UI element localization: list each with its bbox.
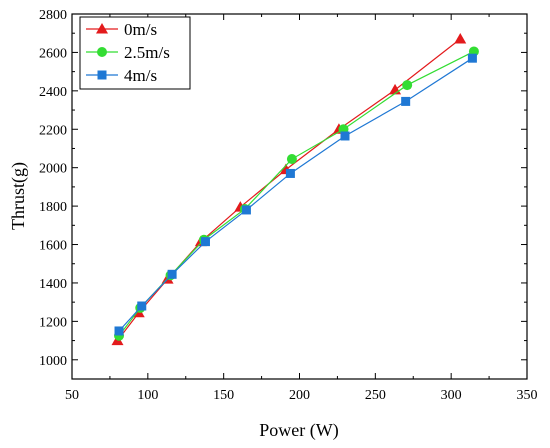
data-point [286,154,297,165]
y-tick-label: 1000 [39,354,67,369]
x-tick-label: 350 [517,388,538,403]
plot-area: 50 100 150 200 250 300 350 1000 1200 1400 1600 1800… [39,8,538,403]
x-tick-label: 100 [137,388,158,403]
data-point [402,80,413,91]
data-point [137,301,147,311]
series-line [118,50,475,337]
x-axis-title: Power (W) [259,420,338,441]
x-tick-label: 200 [289,388,310,403]
x-tick-label: 50 [65,388,79,403]
legend-label: 2.5m/s [124,43,170,62]
data-point [167,269,177,279]
axis-ticks: 50 100 150 200 250 300 350 1000 1200 1400 1600 1800… [39,8,538,403]
data-point [285,168,295,178]
y-tick-label: 2800 [39,8,67,23]
series-layer [111,32,479,346]
x-tick-label: 150 [213,388,234,403]
legend-entry: 2.5m/s [86,43,170,62]
series-line [118,57,473,332]
legend-marker [96,23,108,34]
y-tick-label: 2200 [39,123,67,138]
y-tick-label: 1800 [39,200,67,215]
y-tick-label: 2000 [39,162,67,177]
y-tick-label: 1200 [39,315,67,330]
y-tick-label: 2600 [39,46,67,61]
data-point [200,237,210,247]
series-2 [114,53,477,336]
data-point [401,96,411,106]
data-point [114,326,124,336]
legend-label: 4m/s [124,66,157,85]
series-1 [114,46,479,341]
y-tick-label: 1600 [39,239,67,254]
x-tick-label: 300 [441,388,462,403]
legend-entry: 4m/s [86,66,157,85]
data-point [241,205,251,215]
x-tick-label: 250 [365,388,386,403]
y-axis-title: Thrust(g) [8,162,29,230]
y-tick-label: 1400 [39,277,67,292]
data-point [340,131,350,141]
legend-entry: 0m/s [86,20,157,39]
data-point [454,32,467,44]
data-point [467,53,477,63]
legend: 0m/s 2.5m/s 4m/s [79,16,191,90]
legend-marker [97,47,107,57]
legend-label: 0m/s [124,20,157,39]
legend-marker [97,70,107,80]
y-tick-label: 2400 [39,85,67,100]
